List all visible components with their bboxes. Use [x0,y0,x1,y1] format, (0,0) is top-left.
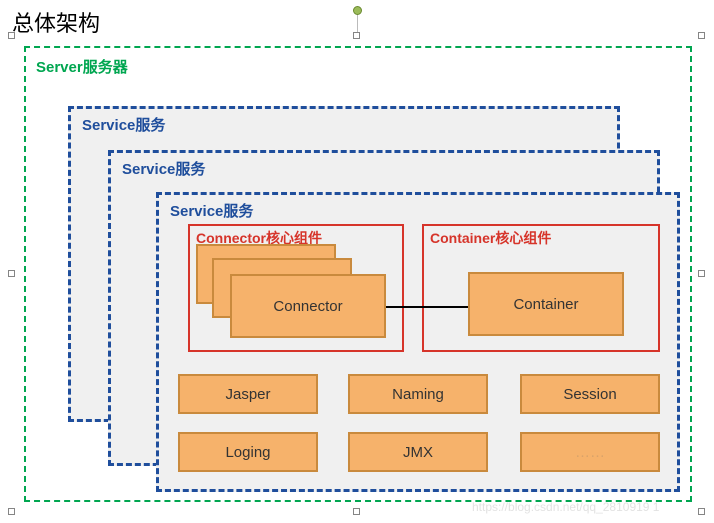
service-label: Service服务 [122,158,205,179]
connector-container-link [386,306,468,308]
component-box: Naming [348,374,488,414]
selection-handle [698,32,705,39]
selection-rotation-line [357,14,358,32]
component-box: Loging [178,432,318,472]
selection-handle [353,508,360,515]
selection-handle [8,32,15,39]
container-group-label: Container核心组件 [430,228,551,248]
selection-handle [8,270,15,277]
component-box: JMX [348,432,488,472]
selection-handle [8,508,15,515]
service-label: Service服务 [82,114,165,135]
watermark-text: https://blog.csdn.net/qq_2810919 1 [472,500,659,514]
server-label: Server服务器 [36,56,128,77]
component-box: Jasper [178,374,318,414]
component-box: Session [520,374,660,414]
page-title: 总体架构 [12,6,100,38]
selection-rotation-handle [353,6,362,15]
service-label: Service服务 [170,200,253,221]
selection-handle [353,32,360,39]
connector-box: Connector [230,274,386,338]
container-box: Container [468,272,624,336]
selection-handle [698,508,705,515]
component-box: …… [520,432,660,472]
selection-handle [698,270,705,277]
